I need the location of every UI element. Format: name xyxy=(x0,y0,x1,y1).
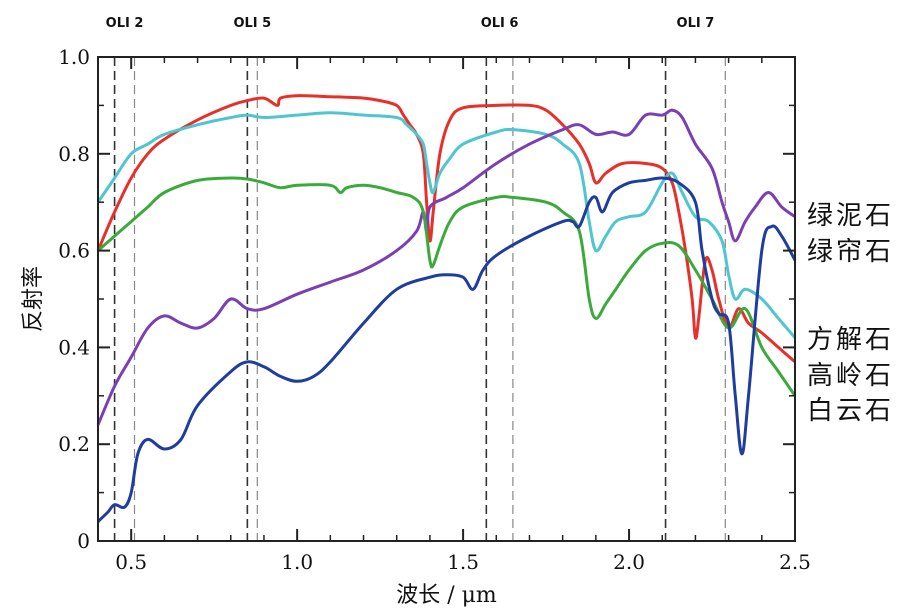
y-axis-title: 反射率 xyxy=(21,266,46,332)
x-tick-label: 2.0 xyxy=(613,550,645,574)
spectral-curve xyxy=(97,176,797,397)
x-tick-label: 2.5 xyxy=(779,550,811,574)
band-labels: OLI 2 OLI 5 OLI 6 OLI 7 xyxy=(106,16,715,31)
x-tick-label: 1.0 xyxy=(281,550,313,574)
spectral-curve xyxy=(96,94,796,364)
y-tick-label: 1.0 xyxy=(58,45,90,69)
band-label: OLI 5 xyxy=(233,16,271,31)
x-tick-label: 0.5 xyxy=(115,550,147,574)
axis-ticks: 0.5 1.0 1.5 2.0 2.5 0 0.2 0.4 0.6 0.8 1.0 xyxy=(58,45,811,574)
legend-label: 方解石 xyxy=(807,325,894,355)
band-label: OLI 2 xyxy=(106,16,144,31)
legend-label: 高岭石 xyxy=(807,361,894,391)
y-tick-label: 0.6 xyxy=(58,239,90,263)
legend-label: 绿泥石 xyxy=(807,201,894,231)
y-tick-label: 0.2 xyxy=(58,432,90,456)
band-label: OLI 6 xyxy=(481,16,519,31)
band-label: OLI 7 xyxy=(677,16,715,31)
legend-label: 白云石 xyxy=(807,396,894,426)
x-tick-label: 1.5 xyxy=(447,550,479,574)
y-tick-label: 0.8 xyxy=(58,142,90,166)
spectral-curve xyxy=(96,176,797,523)
spectral-curve xyxy=(96,111,797,339)
x-axis-title: 波长 / μm xyxy=(396,583,497,608)
band-lines xyxy=(113,57,726,541)
y-tick-label: 0 xyxy=(77,529,90,553)
spectral-curves xyxy=(96,94,797,523)
y-tick-label: 0.4 xyxy=(58,335,90,359)
legend-label: 绿帘石 xyxy=(807,237,894,267)
spectral-curve xyxy=(96,108,796,426)
